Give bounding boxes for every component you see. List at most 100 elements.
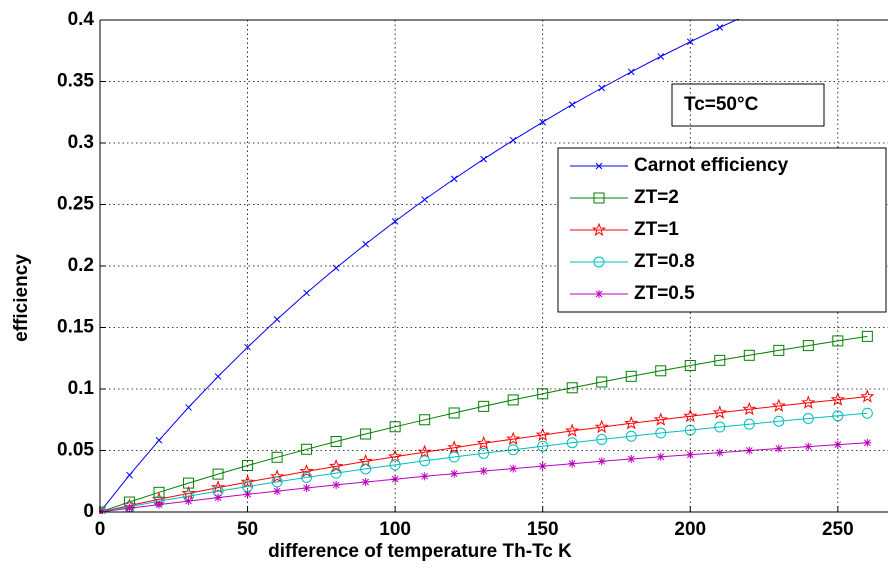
y-tick-label: 0.35 [57,71,94,92]
marker [627,68,635,76]
marker [802,413,814,425]
marker [596,376,608,388]
marker [712,405,727,419]
marker [271,476,283,488]
marker [539,118,547,126]
marker [595,290,603,298]
marker [273,487,282,496]
x-tick-label: 0 [95,519,106,540]
marker [507,394,519,406]
marker [568,459,577,468]
marker [566,382,578,394]
y-tick-label: 0.25 [57,194,94,215]
marker [330,436,342,448]
legend-label: Carnot efficiency [634,155,789,176]
y-tick-label: 0.05 [57,440,94,461]
marker [565,423,580,437]
marker [597,457,606,466]
annotation: Tc=50°C [684,94,759,115]
marker [214,493,223,502]
marker [450,469,459,478]
marker [801,395,816,409]
marker [743,349,755,361]
marker [714,421,726,433]
y-tick-label: 0 [83,501,94,522]
marker [833,440,842,449]
marker [332,480,341,489]
marker [861,330,873,342]
marker [153,486,165,498]
marker [804,442,813,451]
legend-label: ZT=0.8 [634,251,695,272]
marker [568,101,576,108]
series-line [99,396,868,513]
marker [388,449,403,463]
marker [214,373,222,380]
marker [301,471,313,483]
marker [746,11,752,17]
legend-label: ZT=2 [634,187,679,208]
marker [362,240,369,248]
marker [593,192,605,204]
marker [593,256,605,268]
marker [210,480,226,494]
marker [419,455,431,467]
marker [860,389,875,403]
marker [773,344,785,356]
x-tick-label: 200 [674,519,706,540]
marker [478,400,490,412]
marker [627,454,636,463]
marker [125,504,134,513]
marker [447,440,462,454]
marker [773,415,785,427]
marker [302,484,311,493]
marker [360,463,372,475]
marker [420,472,429,481]
y-tick-label: 0.3 [68,132,94,153]
marker [360,428,372,440]
marker [535,427,550,442]
marker [594,419,609,434]
marker [716,24,724,31]
marker [596,433,608,445]
marker [863,438,872,447]
marker [185,404,192,411]
marker [126,471,133,479]
marker [270,469,285,483]
marker [389,459,401,471]
marker [361,477,370,486]
series-line [99,412,868,513]
y-axis-label: efficiency [11,254,32,342]
marker [684,360,696,372]
marker [656,452,665,461]
marker [299,463,314,478]
marker [742,401,757,416]
marker [743,418,755,430]
marker [244,343,251,351]
marker [657,53,665,60]
marker [450,175,458,183]
marker [480,155,488,163]
marker [273,316,281,323]
marker [303,289,310,297]
marker [476,435,491,450]
marker [625,430,637,442]
marker [448,451,460,463]
marker [686,450,695,459]
marker [507,444,519,456]
marker [686,38,694,46]
marker [155,500,164,509]
marker [566,437,578,449]
marker [655,427,667,439]
marker [830,392,845,406]
marker [330,467,342,479]
marker [509,464,518,473]
marker [771,398,786,412]
legend-label: ZT=0.5 [634,283,695,304]
marker [861,407,873,419]
marker [184,497,193,506]
marker [479,467,488,476]
marker [774,444,783,453]
marker [329,459,344,473]
